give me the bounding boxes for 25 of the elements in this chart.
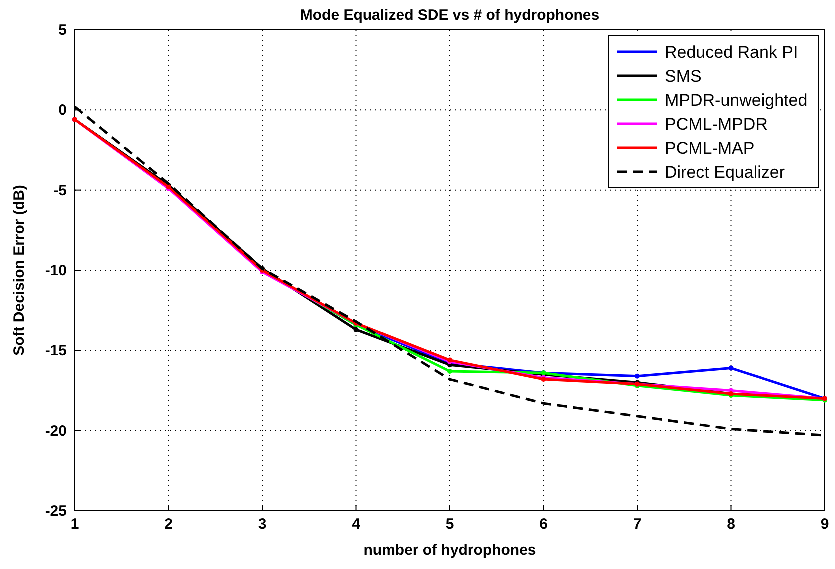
x-tick-label: 8 xyxy=(727,516,736,533)
y-tick-label: -10 xyxy=(45,262,67,280)
legend-label: Direct Equalizer xyxy=(665,163,786,182)
x-tick-label: 6 xyxy=(540,516,548,533)
x-axis-title: number of hydrophones xyxy=(364,542,536,559)
y-tick-label: 0 xyxy=(58,102,67,120)
x-tick-label: 7 xyxy=(633,516,642,533)
legend-label: PCML-MAP xyxy=(665,139,755,158)
x-tick-label: 3 xyxy=(258,516,267,533)
x-tick-label: 2 xyxy=(164,516,173,533)
y-tick-label: 5 xyxy=(58,22,67,39)
x-tick-label: 4 xyxy=(352,516,362,533)
y-tick-label: -15 xyxy=(45,342,67,360)
x-tick-label: 5 xyxy=(446,516,454,533)
legend-label: SMS xyxy=(665,67,702,86)
y-tick-label: -5 xyxy=(54,182,67,200)
y-tick-label: -20 xyxy=(45,422,67,440)
chart-title: Mode Equalized SDE vs # of hydrophones xyxy=(300,7,600,24)
x-tick-label: 9 xyxy=(820,516,830,533)
legend-label: MPDR-unweighted xyxy=(665,91,808,110)
x-tick-label: 1 xyxy=(70,516,80,533)
legend-label: Reduced Rank PI xyxy=(665,43,798,62)
legend-label: PCML-MPDR xyxy=(665,115,768,134)
y-tick-label: -25 xyxy=(45,503,67,520)
y-axis-title: Soft Decision Error (dB) xyxy=(11,185,28,356)
